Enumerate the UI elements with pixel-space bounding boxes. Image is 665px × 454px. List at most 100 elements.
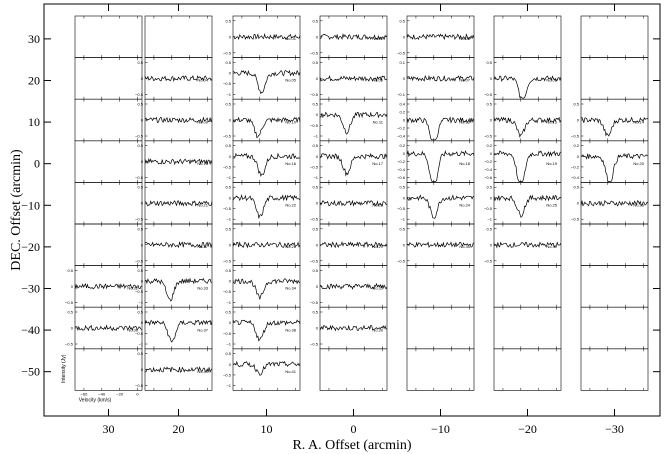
intensity-tick-label: 0 xyxy=(316,154,319,159)
spectrum-id-label: No.06 xyxy=(372,78,383,83)
spectrum-trace xyxy=(144,116,213,124)
intensity-tick-label: 0.5 xyxy=(399,18,405,23)
panel-frame xyxy=(406,348,475,391)
intensity-tick-label: 0.5 xyxy=(312,102,318,107)
spectrum-id-label: No.40 xyxy=(197,369,208,374)
spectrum-id-label: No.08 xyxy=(546,78,557,83)
spectrum-trace xyxy=(406,33,475,41)
intensity-tick-label: 0.5 xyxy=(486,226,492,231)
spectrum-id-label: No.16 xyxy=(285,161,296,166)
intensity-tick-label: −0.5 xyxy=(397,206,406,211)
panel-frame xyxy=(493,348,562,391)
spectrum-id-label: No.01 xyxy=(285,36,296,41)
intensity-tick-label: 0 xyxy=(71,284,74,289)
intensity-tick-label: 0 xyxy=(490,118,493,123)
intensity-tick-label: −0.5 xyxy=(135,383,144,388)
intensity-tick-label: −0.5 xyxy=(310,217,319,222)
spectrum-trace xyxy=(319,199,388,207)
spectrum-panel xyxy=(580,348,649,391)
intensity-tick-label: 0 xyxy=(71,326,74,331)
spectrum-panel: 0.5 0 −0.5 No.04 xyxy=(135,57,213,100)
intensity-tick-label: −0.5 xyxy=(397,50,406,55)
intensity-tick-label: −0.2 xyxy=(397,159,406,164)
intensity-tick-label: −0.5 xyxy=(310,92,319,97)
intensity-tick-label: 0 xyxy=(141,76,144,81)
spectrum-id-label: No.15 xyxy=(197,161,208,166)
intensity-tick-label: −0.4 xyxy=(397,167,406,172)
spectrum-id-label: No.36 xyxy=(127,327,138,332)
spectrum-trace xyxy=(319,241,388,249)
intensity-tick-label: −1 xyxy=(226,92,231,97)
intensity-tick-label: 0.5 xyxy=(225,102,231,107)
spectrum-trace xyxy=(319,32,388,41)
intensity-tick-label: −0.5 xyxy=(135,175,144,180)
spectrum-trace xyxy=(232,69,301,95)
spectrum-id-label: No.02 xyxy=(372,36,383,41)
spectrum-panel: 0.5 0 −0.5 No.14 xyxy=(571,98,649,142)
spectrum-id-label: No.34 xyxy=(285,286,296,291)
y-tick-label: −20 xyxy=(21,240,40,254)
velocity-tick-label: −60 xyxy=(81,391,89,396)
intensity-tick-label: −0.5 xyxy=(135,92,144,97)
intensity-tick-label: 0 xyxy=(141,159,144,164)
panel-frame xyxy=(580,348,649,391)
spectrum-trace xyxy=(232,278,301,300)
intensity-tick-label: 0.4 xyxy=(399,102,405,107)
intensity-tick-label: −0.5 xyxy=(135,258,144,263)
spectrum-panel: 0.5 0 −0.5 No.30 xyxy=(397,223,475,266)
y-tick-label: −50 xyxy=(21,365,40,379)
x-tick-label: 10 xyxy=(261,422,273,436)
spectrum-id-label: No.25 xyxy=(546,203,557,208)
intensity-tick-label: 0.5 xyxy=(225,60,231,65)
spectrum-panel xyxy=(406,348,475,391)
spectrum-id-label: No.18 xyxy=(459,161,470,166)
spectrum-id-label: No.19 xyxy=(546,161,557,166)
intensity-tick-label: 0.5 xyxy=(137,351,143,356)
spectrum-trace xyxy=(232,241,301,249)
intensity-tick-label: −0.6 xyxy=(397,175,406,180)
spectrum-trace xyxy=(74,283,143,290)
spectrum-id-label: No.21 xyxy=(197,203,208,208)
spectrum-id-label: No.41 xyxy=(285,369,296,374)
spectrum-trace xyxy=(580,116,649,137)
spectrum-trace xyxy=(319,152,388,177)
spectrum-trace xyxy=(319,111,388,135)
spectrum-trace xyxy=(232,319,301,342)
intensity-tick-label: 0 xyxy=(229,242,232,247)
spectrum-panel: 0.5 0 −0.5 −1 No.33 xyxy=(135,265,213,308)
outer-frame xyxy=(43,3,661,417)
intensity-tick-label: −0.5 xyxy=(484,258,493,263)
x-tick-label: 30 xyxy=(103,422,115,436)
intensity-tick-label: 0.5 xyxy=(312,143,318,148)
intensity-tick-label: −1 xyxy=(226,300,231,305)
intensity-tick-label: 0.5 xyxy=(312,60,318,65)
intensity-tick-label: −0.5 xyxy=(310,342,319,347)
spectra-panels: 0.5 0 −0.5 No.01 0.5 0 −0.5 No.02 0.5 0 −0.5 No.03 0… xyxy=(61,15,649,403)
intensity-tick-label: 0 xyxy=(403,242,406,247)
intensity-tick-label: −1 xyxy=(138,342,143,347)
intensity-tick-label: 0.5 xyxy=(137,185,143,190)
spectrum-panel: 0.5 0 −0.5 −1 No.22 xyxy=(223,182,301,225)
intensity-tick-label: 0 xyxy=(316,112,319,117)
spectrum-id-label: No.32 xyxy=(127,286,138,291)
spectrum-trace xyxy=(144,75,213,83)
intensity-tick-label: −0.5 xyxy=(484,92,493,97)
intensity-tick-label: −0.5 xyxy=(571,217,580,222)
intensity-tick-label: −0.5 xyxy=(310,300,319,305)
intensity-tick-label: −0.5 xyxy=(223,134,232,139)
intensity-tick-label: −1 xyxy=(226,342,231,347)
intensity-tick-label: 0 xyxy=(403,195,406,200)
intensity-tick-label: −0.5 xyxy=(223,164,232,169)
intensity-tick-label: 0 xyxy=(490,242,493,247)
inset-x-axis-label: Velocity (km/s) xyxy=(79,397,112,403)
spectrum-trace xyxy=(144,277,212,302)
intensity-tick-label: 0 xyxy=(229,118,232,123)
intensity-tick-label: 0 xyxy=(403,34,406,39)
intensity-tick-label: −0.2 xyxy=(397,126,406,131)
spectrum-trace xyxy=(406,74,475,82)
intensity-tick-label: 0 xyxy=(229,279,232,284)
spectrum-id-label: No.17 xyxy=(372,161,383,166)
panel-frame xyxy=(232,348,301,391)
